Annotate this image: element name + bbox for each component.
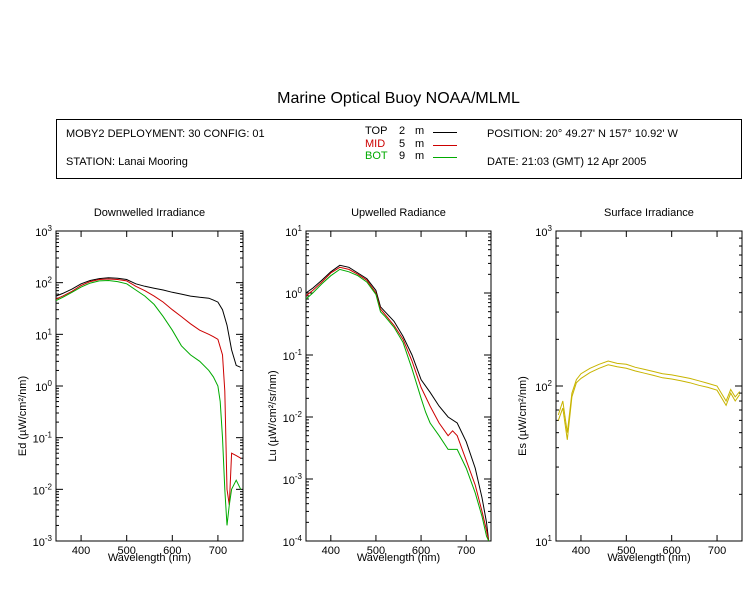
x-tick-label: 700: [457, 545, 475, 557]
y-tick-label: 100: [35, 379, 52, 394]
y-axis-label: Ed (µW/cm²/nm): [17, 376, 29, 456]
x-tick-label: 500: [118, 545, 136, 557]
series-line-es: [557, 364, 741, 440]
x-tick-label: 500: [617, 545, 635, 557]
legend-name-top: TOP: [365, 125, 388, 137]
date-label: DATE: 21:03 (GMT) 12 Apr 2005: [487, 156, 647, 168]
y-tick-label: 102: [535, 379, 552, 394]
legend-name-mid: MID: [365, 138, 386, 150]
x-tick-label: 600: [163, 545, 181, 557]
x-tick-label: 700: [209, 545, 227, 557]
chart-2: Upwelled Radiance 400 500 600 700 Wavelength …: [267, 207, 492, 564]
x-axis-label: Wavelength (nm): [607, 552, 690, 564]
series-line-mid: [56, 278, 241, 505]
y-tick-label: 102: [35, 276, 52, 291]
y-axis-label: Es (µW/cm²/nm): [517, 376, 529, 456]
page-title: Marine Optical Buoy NOAA/MLML: [277, 90, 520, 107]
plot-frame: [305, 230, 492, 542]
y-tick-label: 100: [285, 286, 302, 301]
plot-frame: [555, 230, 743, 542]
series-line-top: [56, 277, 241, 368]
y-tick-label: 101: [535, 534, 552, 549]
series-line-bot: [306, 268, 490, 541]
series-line-top: [306, 264, 490, 541]
series-line-bot: [56, 279, 242, 526]
series-line-es: [557, 360, 741, 433]
legend-unit-mid: m: [415, 138, 425, 150]
x-tick-label: 500: [367, 545, 385, 557]
legend-line-top: [433, 132, 457, 133]
series-line-mid: [306, 266, 490, 541]
y-tick-label: 10-1: [33, 431, 53, 446]
legend-unit-bot: m: [415, 150, 425, 162]
x-tick-label: 400: [322, 545, 340, 557]
y-tick-label: 10-1: [283, 348, 303, 363]
y-tick-label: 101: [285, 224, 302, 239]
y-tick-label: 10-3: [33, 534, 53, 549]
y-axis-label: Lu (µW/cm²/sr/nm): [267, 370, 279, 461]
x-tick-label: 700: [708, 545, 726, 557]
x-axis-label: Wavelength (nm): [357, 552, 440, 564]
legend-unit-top: m: [415, 125, 425, 137]
legend-name-bot: BOT: [365, 150, 388, 162]
chart-title: Downwelled Irradiance: [94, 207, 205, 219]
x-axis-label: Wavelength (nm): [108, 552, 191, 564]
deployment-label: MOBY2 DEPLOYMENT: 30 CONFIG: 01: [66, 128, 265, 140]
x-tick-label: 400: [72, 545, 90, 557]
y-tick-label: 10-2: [33, 482, 53, 497]
legend-line-mid: [433, 145, 457, 146]
legend-depth-mid: 5: [399, 138, 406, 150]
y-tick-label: 10-3: [283, 472, 303, 487]
chart-title: Upwelled Radiance: [351, 207, 446, 219]
info-box: MOBY2 DEPLOYMENT: 30 CONFIG: 01 STATION:…: [56, 119, 742, 179]
y-tick-label: 101: [35, 327, 52, 342]
x-tick-label: 400: [572, 545, 590, 557]
y-tick-label: 103: [35, 224, 52, 239]
y-tick-label: 103: [535, 224, 552, 239]
legend-depth-top: 2: [399, 125, 406, 137]
chart-1: Downwelled Irradiance 400 500 600 700 Wavelen…: [17, 207, 244, 564]
legend-depth-bot: 9: [399, 150, 406, 162]
y-tick-label: 10-4: [283, 534, 303, 549]
y-tick-label: 10-2: [283, 410, 303, 425]
position-label: POSITION: 20° 49.27' N 157° 10.92' W: [487, 128, 678, 140]
x-tick-label: 600: [412, 545, 430, 557]
chart-3: Surface Irradiance 400 500 600 700 Wavelength…: [517, 207, 743, 564]
plot-frame: [55, 230, 244, 542]
x-tick-label: 600: [663, 545, 681, 557]
chart-title: Surface Irradiance: [604, 207, 694, 219]
station-label: STATION: Lanai Mooring: [66, 156, 188, 168]
legend-line-bot: [433, 157, 457, 158]
